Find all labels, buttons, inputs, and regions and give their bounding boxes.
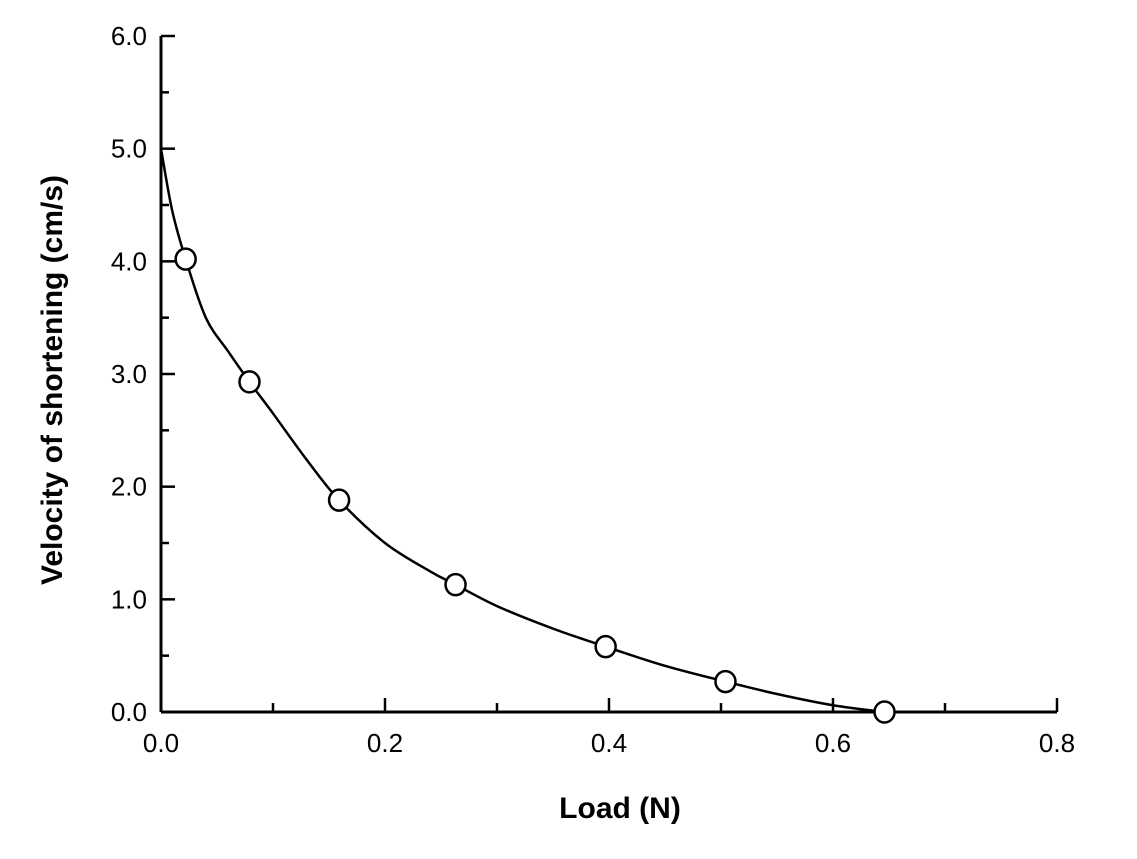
x-axis: 0.0 0.2 0.4 0.6 0.8 [143,698,1075,758]
data-point [327,488,351,512]
y-tick-label: 4.0 [111,246,147,276]
x-tick-label: 0.8 [1039,728,1075,758]
x-tick-label: 0.0 [143,728,179,758]
data-point [594,634,617,659]
y-tick-label: 2.0 [111,472,147,502]
x-tick-label: 0.4 [591,728,627,758]
y-axis: 0.0 1.0 2.0 3.0 4.0 5.0 6.0 [111,21,175,727]
y-axis-title: Velocity of shortening (cm/s) [36,175,69,585]
data-points-layer [174,247,896,724]
x-tick-label: 0.6 [815,728,851,758]
data-point [174,247,197,271]
y-tick-label: 1.0 [111,584,147,614]
fitted-curve-layer [159,148,885,714]
data-point [444,572,467,597]
y-tick-label: 0.0 [111,697,147,727]
data-point [873,700,896,724]
x-axis-title: Load (N) [559,792,681,825]
x-tick-label: 0.2 [367,728,403,758]
y-tick-label: 6.0 [111,21,147,51]
y-tick-label: 3.0 [111,359,147,389]
y-tick-label: 5.0 [111,134,147,164]
data-point [238,370,261,394]
data-point [714,669,737,694]
fitted-curve [159,148,885,714]
